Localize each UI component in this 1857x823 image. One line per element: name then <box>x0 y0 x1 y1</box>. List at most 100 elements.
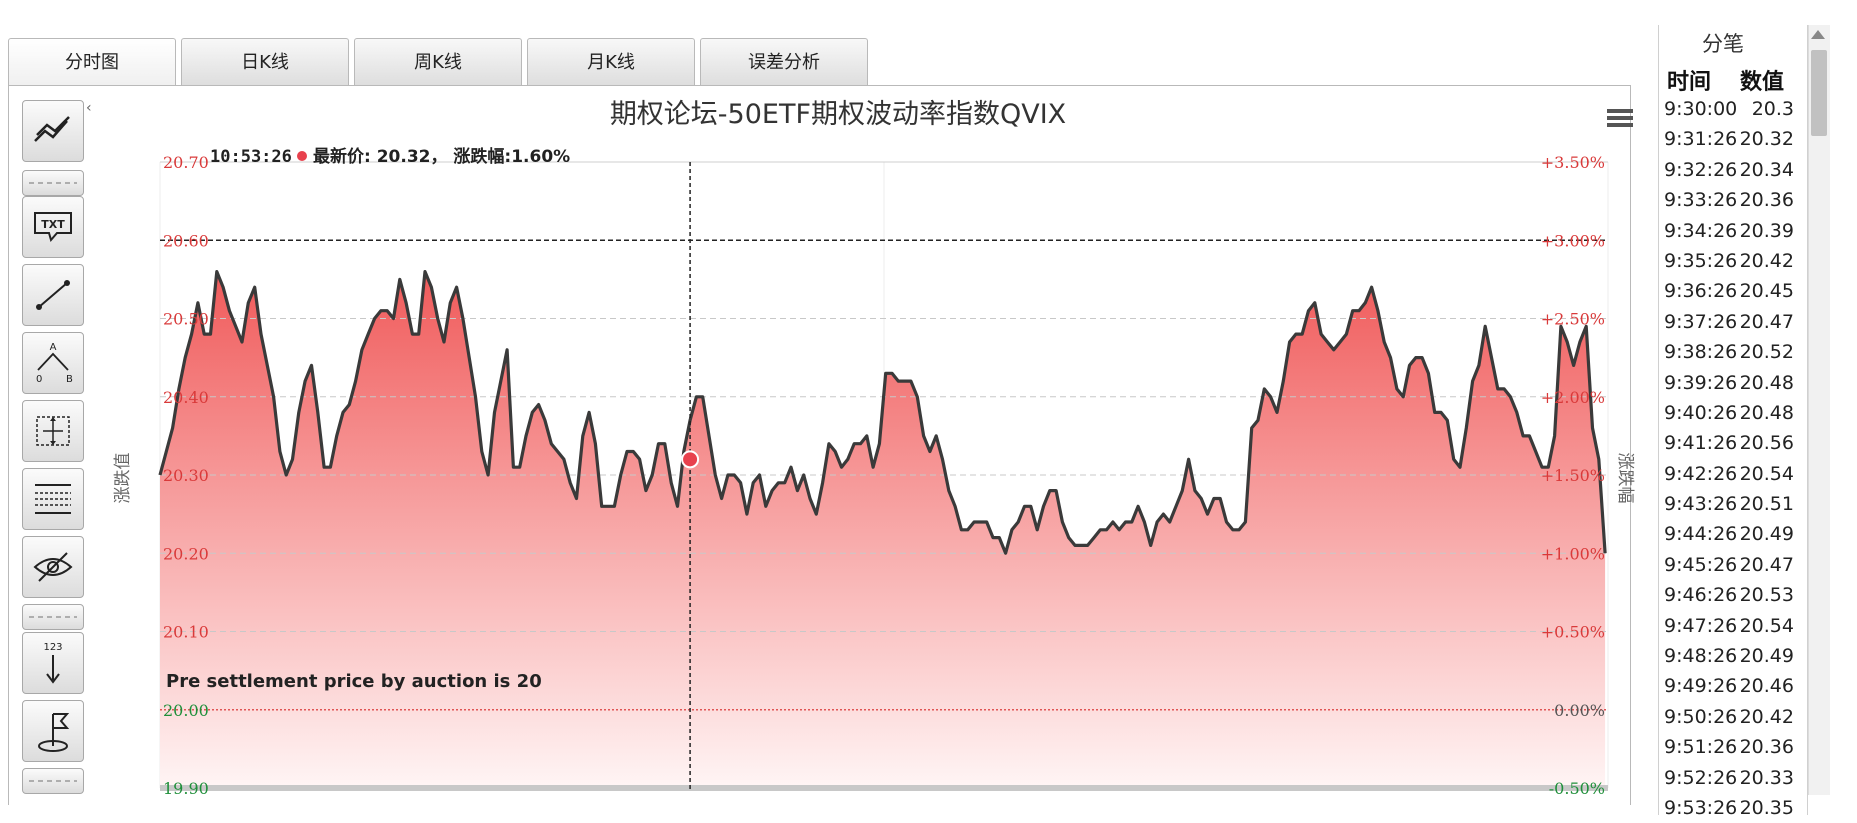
tick-value: 20.49 <box>1739 645 1794 668</box>
tick-value: 20.3 <box>1751 98 1794 120</box>
time-column-header: 时间 <box>1667 70 1712 95</box>
left-axis-title: 涨跌值 <box>113 453 133 504</box>
tooltip-text: 最新价: 20.32， 涨跌幅:1.60% <box>313 146 570 167</box>
dash-separator-icon <box>27 178 79 188</box>
scroll-up-icon[interactable] <box>1811 30 1825 39</box>
flag-tool-button[interactable] <box>22 700 84 762</box>
tick-value: 20.33 <box>1739 766 1794 789</box>
tick-time: 9:30:00 <box>1664 98 1738 120</box>
tick-value: 20.54 <box>1739 614 1794 637</box>
tick-row: 9:30:00 20.3 <box>1664 94 1794 124</box>
hamburger-menu-icon[interactable] <box>1607 107 1633 133</box>
tick-value: 20.47 <box>1739 553 1794 576</box>
tick-time: 9:35:26 <box>1664 249 1738 272</box>
tick-time: 9:41:26 <box>1664 432 1738 455</box>
tick-time: 9:42:26 <box>1664 462 1738 485</box>
tick-value: 20.48 <box>1739 401 1794 424</box>
text-tool-button[interactable]: TXT <box>22 196 84 258</box>
tick-value: 20.42 <box>1739 249 1794 272</box>
qvix-intraday-chart[interactable]: 20.70 20.60 20.50 20.40 20.30 20.20 20.10 20.00… <box>0 0 1640 795</box>
tick-time: 9:48:26 <box>1664 645 1738 668</box>
tick-row: 9:31:26 20.32 <box>1664 124 1794 154</box>
tick-row: 9:38:26 20.52 <box>1664 337 1794 367</box>
svg-text:123: 123 <box>43 642 62 653</box>
tick-row: 9:41:26 20.56 <box>1664 428 1794 458</box>
tab-4[interactable]: 月K线 <box>527 38 695 85</box>
tab-1[interactable]: 分时图 <box>8 38 176 87</box>
toolbar-collapse-icon[interactable]: ‹ <box>86 100 92 116</box>
tick-row: 9:42:26 20.54 <box>1664 459 1794 489</box>
tooltip-dot <box>297 151 307 161</box>
price-line <box>158 270 1607 555</box>
tick-row: 9:37:26 20.47 <box>1664 307 1794 337</box>
tick-row: 9:35:26 20.42 <box>1664 246 1794 276</box>
label-tool-button[interactable]: 123 <box>22 632 84 694</box>
horizontal-lines-tool-button[interactable] <box>22 468 84 530</box>
right-tick-label: 0.00% <box>1554 701 1605 720</box>
tick-row: 9:39:26 20.48 <box>1664 368 1794 398</box>
right-tick-label: -0.50% <box>1549 779 1605 795</box>
tick-row: 9:51:26 20.36 <box>1664 732 1794 762</box>
tick-time: 9:43:26 <box>1664 493 1738 516</box>
left-tick-label: 20.50 <box>163 310 209 329</box>
tick-time: 9:34:26 <box>1664 219 1738 242</box>
tick-row: 9:45:26 20.47 <box>1664 550 1794 580</box>
left-tick-label: 20.60 <box>163 231 209 250</box>
tick-row: 9:52:26 20.33 <box>1664 763 1794 793</box>
tick-time: 9:45:26 <box>1664 553 1738 576</box>
tick-time: 9:37:26 <box>1664 310 1738 333</box>
line-tool-button[interactable] <box>22 264 84 326</box>
tab-5[interactable]: 误差分析 <box>700 38 868 85</box>
value-column-header: 数值 <box>1740 70 1785 95</box>
angle-abo-icon: A 0 B <box>28 340 78 386</box>
tick-time: 9:52:26 <box>1664 766 1738 789</box>
tick-row: 9:36:26 20.45 <box>1664 276 1794 306</box>
tick-value: 20.51 <box>1739 493 1794 516</box>
tick-value: 20.56 <box>1739 432 1794 455</box>
scroll-thumb[interactable] <box>1811 50 1827 136</box>
tick-time: 9:46:26 <box>1664 584 1738 607</box>
price-area <box>160 271 1606 789</box>
right-tick-label: +1.00% <box>1541 544 1605 563</box>
tooltip-time: 10:53:26 <box>210 147 292 167</box>
tick-row: 9:46:26 20.53 <box>1664 580 1794 610</box>
right-tick-label: +0.50% <box>1541 623 1605 642</box>
trend-lines-tool-button[interactable] <box>22 100 84 162</box>
tick-time: 9:50:26 <box>1664 705 1738 728</box>
tick-value: 20.48 <box>1739 371 1794 394</box>
svg-text:B: B <box>66 374 73 385</box>
eye-slash-icon <box>31 547 75 587</box>
tick-time: 9:31:26 <box>1664 128 1738 151</box>
tick-value: 20.54 <box>1739 462 1794 485</box>
right-tick-label: +3.50% <box>1541 153 1605 172</box>
tick-list: 9:30:00 20.3 9:31:26 20.32 9:32:26 20.34 9:33:… <box>1664 94 1794 823</box>
tick-value: 20.36 <box>1739 189 1794 212</box>
line-icon <box>31 275 75 315</box>
left-tick-label: 20.40 <box>163 388 209 407</box>
toolbar-separator <box>22 170 84 196</box>
tick-value: 20.34 <box>1739 158 1794 181</box>
tick-panel-title: 分笔 <box>1702 32 1744 56</box>
left-tick-label: 20.70 <box>163 153 209 172</box>
right-axis-title: 涨跌幅 <box>1615 453 1635 504</box>
tick-value: 20.32 <box>1739 128 1794 151</box>
tab-3[interactable]: 周K线 <box>354 38 522 85</box>
tick-value: 20.49 <box>1739 523 1794 546</box>
flag-icon <box>31 708 75 754</box>
tick-value: 20.46 <box>1739 675 1794 698</box>
measure-tool-button[interactable] <box>22 400 84 462</box>
tick-row: 9:53:26 20.35 <box>1664 793 1794 823</box>
tick-row: 9:50:26 20.42 <box>1664 702 1794 732</box>
tick-list-scrollbar[interactable] <box>1808 25 1830 795</box>
hide-tool-button[interactable] <box>22 536 84 598</box>
horizontal-lines-icon <box>31 479 75 519</box>
arrow-down-123-icon: 123 <box>31 640 75 686</box>
tick-value: 20.39 <box>1739 219 1794 242</box>
tick-time: 9:32:26 <box>1664 158 1738 181</box>
tick-value: 20.42 <box>1739 705 1794 728</box>
tab-2[interactable]: 日K线 <box>181 38 349 85</box>
angle-tool-button[interactable]: A 0 B <box>22 332 84 394</box>
tick-time: 9:44:26 <box>1664 523 1738 546</box>
trend-lines-icon <box>31 111 75 151</box>
dash-separator-icon <box>27 612 79 622</box>
